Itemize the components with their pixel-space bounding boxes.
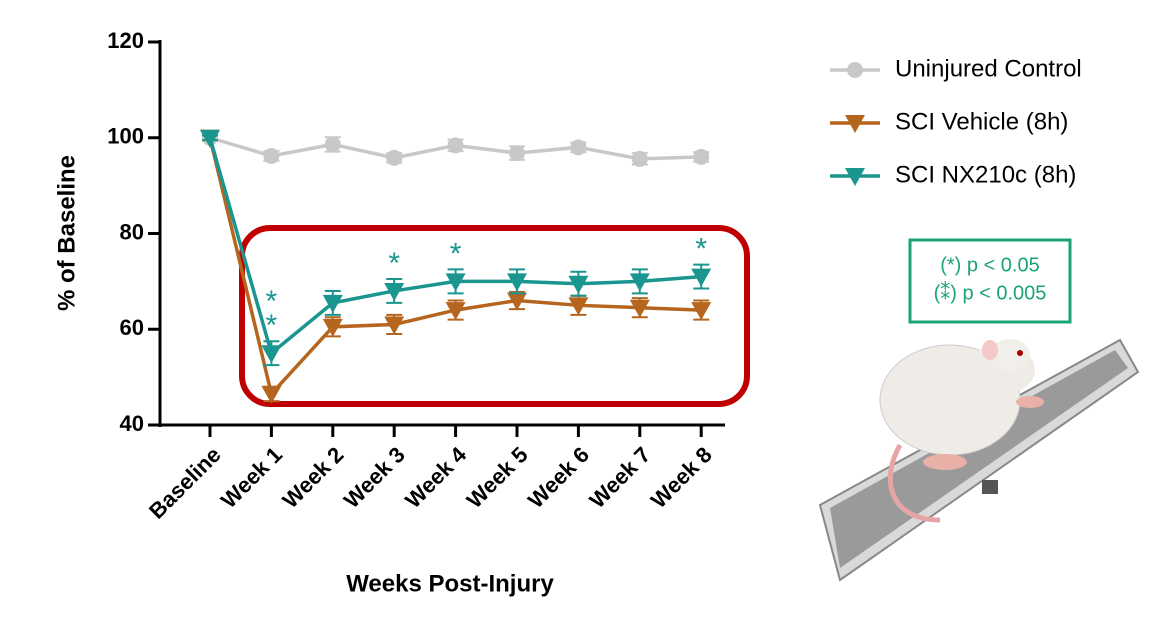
marker [386, 149, 403, 166]
marker [568, 275, 589, 294]
y-axis-label: % of Baseline [53, 155, 80, 311]
y-tick-label: 60 [120, 315, 144, 340]
marker [691, 302, 712, 321]
marker [507, 273, 527, 292]
x-axis-label: Weeks Post-Injury [346, 570, 554, 597]
marker [384, 282, 405, 301]
y-tick-label: 40 [120, 411, 144, 436]
highlight-box [239, 225, 750, 407]
marker [263, 147, 280, 164]
marker [445, 302, 466, 321]
marker [324, 136, 341, 153]
marker [691, 268, 712, 287]
marker [384, 316, 405, 335]
legend-label: Uninjured Control [895, 55, 1082, 82]
significance-annotation: * [450, 237, 462, 270]
rat-illustration [818, 338, 1140, 582]
marker [568, 297, 589, 316]
marker [507, 292, 527, 311]
marker [447, 137, 464, 154]
x-tick-label: Week 8 [646, 442, 717, 513]
x-tick-label: Baseline [144, 442, 226, 524]
significance-annotation: * [695, 233, 707, 266]
marker [509, 145, 525, 162]
x-tick-label: Week 2 [277, 442, 348, 513]
marker [693, 148, 710, 165]
significance-annotation: * [388, 247, 400, 280]
marker [629, 299, 650, 318]
x-tick-label: Week 6 [523, 442, 594, 513]
marker [570, 139, 587, 156]
significance-text: (*) p < 0.05 [940, 254, 1040, 276]
marker [847, 62, 863, 78]
marker [845, 115, 865, 133]
x-tick-label: Week 5 [462, 442, 533, 513]
marker [845, 168, 865, 186]
marker [200, 129, 220, 148]
x-tick-label: Week 3 [339, 442, 410, 513]
marker [261, 345, 282, 364]
legend-label: SCI Vehicle (8h) [895, 108, 1068, 135]
y-tick-label: 100 [107, 124, 144, 149]
significance-box [908, 238, 1072, 324]
x-tick-label: Week 7 [584, 442, 655, 513]
legend-label: SCI NX210c (8h) [895, 161, 1076, 188]
marker [261, 385, 282, 404]
x-tick-label: Week 1 [216, 442, 287, 513]
y-tick-label: 120 [107, 28, 144, 53]
marker [631, 150, 648, 167]
significance-text: (⁑) p < 0.005 [934, 280, 1047, 304]
x-tick-label: Week 4 [400, 441, 472, 513]
marker [322, 318, 343, 337]
marker [629, 273, 650, 292]
significance-annotation: * * [266, 285, 278, 342]
y-tick-label: 80 [120, 219, 144, 244]
marker [322, 294, 343, 313]
marker [445, 273, 466, 292]
